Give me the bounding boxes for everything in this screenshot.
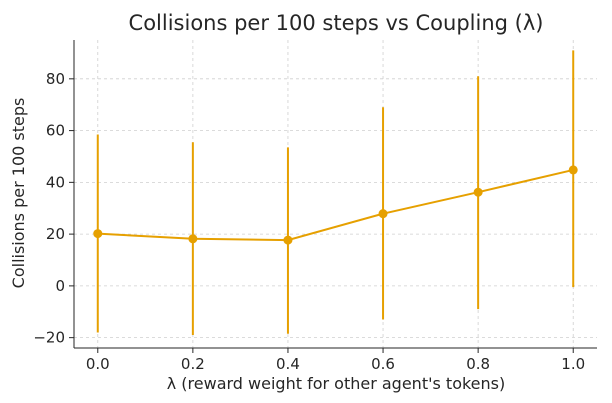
y-tick-label: 60 (46, 122, 65, 140)
y-tick-label: 0 (55, 277, 65, 295)
x-tick-label: 0.6 (371, 355, 395, 373)
data-point (93, 229, 103, 239)
y-tick-label: 80 (46, 70, 65, 88)
chart-title: Collisions per 100 steps vs Coupling (λ) (129, 11, 544, 35)
x-tick-label: 1.0 (561, 355, 585, 373)
x-tick-label: 0.4 (276, 355, 300, 373)
data-point (188, 234, 198, 244)
data-point (568, 165, 578, 175)
y-tick-label: −20 (33, 329, 65, 347)
series-line (97, 168, 574, 242)
data-point (473, 187, 483, 197)
x-tick-label: 0.2 (181, 355, 205, 373)
grid-layer (74, 40, 597, 348)
y-tick-label: 20 (46, 225, 65, 243)
y-axis-label: Collisions per 100 steps (9, 98, 28, 289)
axes-layer: 0.0 0.2 0.4 0.6 0.8 1.0 −20 0 20 40 60 80 (33, 40, 597, 373)
y-tick-label: 40 (46, 173, 65, 191)
data-point (378, 209, 388, 219)
x-tick-label: 0.8 (466, 355, 490, 373)
x-axis-label: λ (reward weight for other agent's token… (167, 374, 505, 393)
x-tick-label: 0.0 (86, 355, 110, 373)
data-layer (93, 50, 578, 336)
data-point (283, 235, 293, 245)
